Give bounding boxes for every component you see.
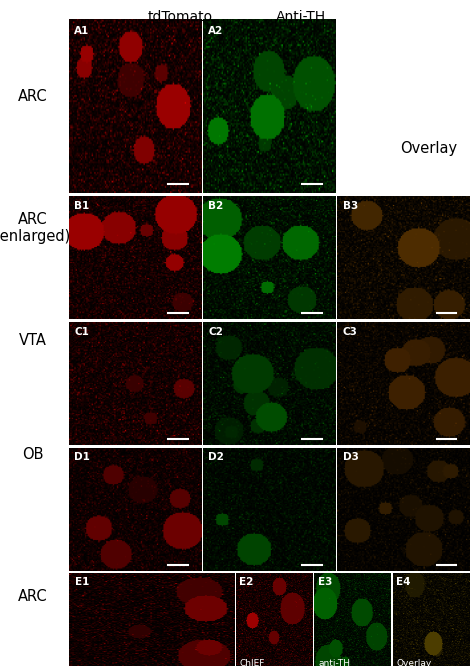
Text: A2: A2 [209,25,224,35]
Text: ChIEF: ChIEF [240,659,265,666]
Text: A1: A1 [74,25,89,35]
Text: anti-TH: anti-TH [319,659,350,666]
Text: Overlay: Overlay [397,659,432,666]
Text: Anti-TH: Anti-TH [276,10,326,24]
Text: VTA: VTA [19,334,47,348]
Text: C3: C3 [343,326,357,336]
Text: E3: E3 [318,577,332,587]
Text: B1: B1 [74,200,89,211]
Text: C1: C1 [74,326,89,336]
Text: E4: E4 [396,577,410,587]
Text: E1: E1 [75,577,90,587]
Text: D2: D2 [209,452,224,462]
Text: ARC
(enlarged): ARC (enlarged) [0,212,71,244]
Text: D1: D1 [74,452,90,462]
Text: ARC: ARC [18,89,48,104]
Text: B2: B2 [209,200,224,211]
Text: E2: E2 [239,577,254,587]
Text: D3: D3 [343,452,358,462]
Text: tdTomato: tdTomato [147,10,213,24]
Text: Overlay: Overlay [401,141,457,156]
Text: C2: C2 [209,326,223,336]
Text: ARC: ARC [18,589,48,603]
Text: OB: OB [22,447,44,462]
Text: B3: B3 [343,200,358,211]
